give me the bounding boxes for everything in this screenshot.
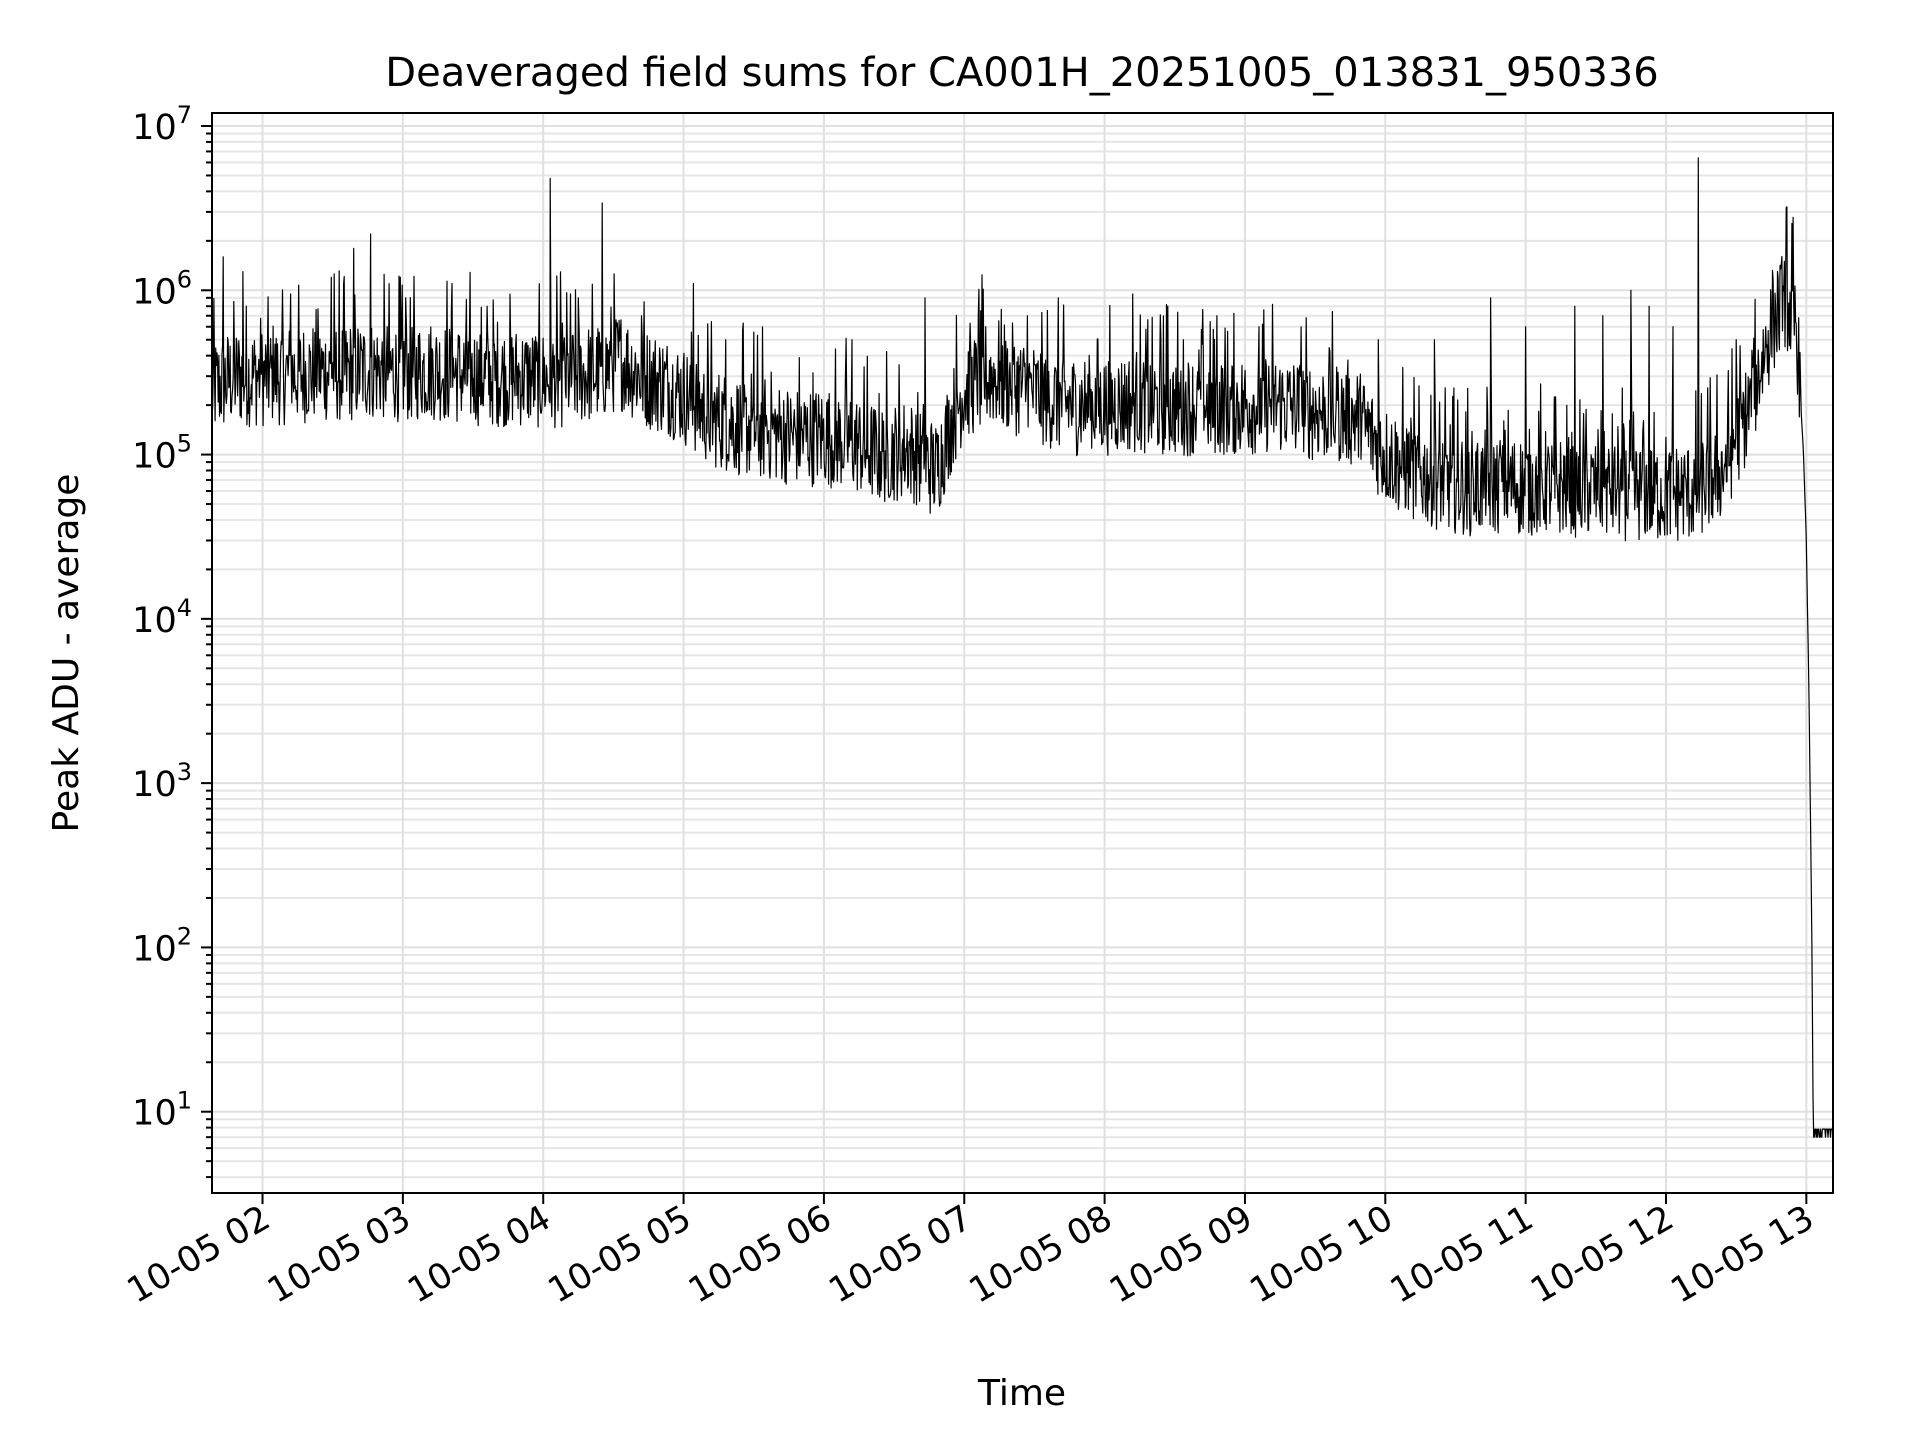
y-tick-label: 103 xyxy=(132,758,192,805)
chart-title: Deaveraged field sums for CA001H_2025100… xyxy=(385,50,1658,96)
y-tick-label: 101 xyxy=(132,1087,192,1134)
y-tick-label: 107 xyxy=(132,101,192,148)
y-tick-label: 104 xyxy=(132,594,192,641)
y-axis-label: Peak ADU - average xyxy=(46,474,87,833)
y-tick-label: 106 xyxy=(132,265,192,312)
y-tick-label: 102 xyxy=(132,922,192,969)
y-tick-label: 105 xyxy=(132,430,192,477)
series-line xyxy=(211,157,1834,1138)
x-axis-label: Time xyxy=(977,1373,1066,1414)
plot-frame xyxy=(211,112,1834,1194)
series-layer xyxy=(211,157,1834,1138)
